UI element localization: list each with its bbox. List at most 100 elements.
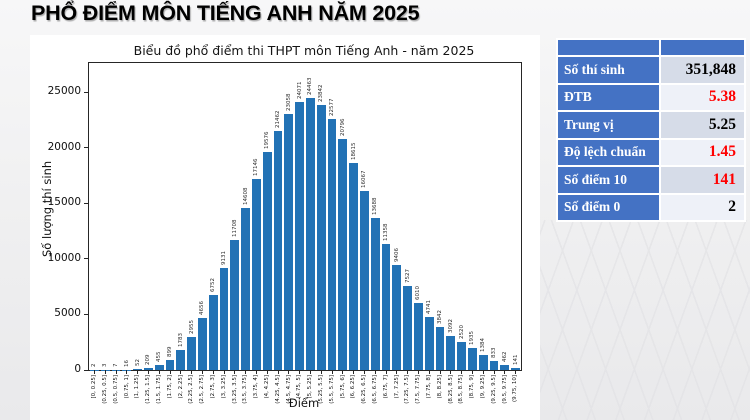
bar-value-label: 1935 — [469, 331, 476, 346]
bar — [295, 102, 304, 370]
y-axis-label: Số lượng thí sinh — [40, 160, 54, 257]
x-axis-label: Điểm — [288, 396, 320, 410]
bar — [230, 239, 240, 370]
bar-value-label: 9406 — [393, 248, 400, 263]
bar-value-label: 19576 — [264, 131, 271, 150]
bar-value-label: 2 — [91, 363, 98, 367]
bar-value-label: 462 — [501, 351, 508, 362]
bar-value-label: 1783 — [177, 333, 184, 348]
bar-value-label: 18615 — [350, 142, 357, 161]
bar — [154, 364, 164, 370]
bar — [165, 360, 175, 370]
stat-value: 1.45 — [661, 139, 744, 165]
bar — [284, 113, 294, 370]
bar-value-label: 7527 — [404, 269, 411, 284]
y-tick-mark — [84, 313, 88, 315]
x-tick-label: (4.75, 5] — [296, 375, 303, 399]
histogram-panel: Biểu đồ phổ điểm thi THPT môn Tiếng Anh … — [30, 35, 540, 420]
x-tick-mark — [115, 370, 117, 374]
bar — [435, 327, 445, 370]
stats-row: Độ lệch chuẩn 1.45 — [558, 139, 744, 165]
x-tick-mark — [439, 370, 441, 374]
bar — [446, 335, 456, 370]
bar-value-label: 833 — [491, 347, 497, 358]
x-tick-mark — [428, 370, 430, 374]
bar — [360, 191, 369, 370]
x-tick-mark — [471, 370, 473, 374]
page-title: PHỔ ĐIỂM MÔN TIẾNG ANH NĂM 2025 — [31, 1, 420, 25]
bar — [198, 318, 207, 370]
bar — [511, 368, 520, 370]
bar — [500, 364, 510, 370]
bar — [457, 341, 466, 370]
x-tick-label: (0.75, 1] — [123, 375, 130, 399]
bar — [100, 369, 110, 370]
x-tick-mark — [212, 370, 214, 374]
stat-value: 5.38 — [661, 84, 744, 110]
x-tick-label: (5.75, 6] — [339, 375, 346, 399]
x-tick-mark — [461, 370, 463, 374]
bar — [133, 369, 142, 370]
bar — [392, 265, 402, 370]
x-tick-mark — [223, 370, 225, 374]
x-tick-mark — [385, 370, 387, 374]
stat-label: Số điểm 10 — [558, 167, 659, 193]
x-tick-mark — [396, 370, 398, 374]
stat-label: Số điểm 0 — [558, 194, 659, 220]
bar — [111, 369, 121, 370]
x-tick-mark — [158, 370, 160, 374]
x-tick-label: (6.75, 7] — [382, 375, 389, 399]
x-tick-mark — [482, 370, 484, 374]
bar — [208, 294, 218, 370]
bar-value-label: 899 — [167, 346, 173, 358]
bar-value-label: 2955 — [188, 320, 195, 335]
bar-value-label: 24463 — [307, 77, 314, 95]
y-tick-mark — [84, 369, 88, 371]
bar-value-label: 24071 — [296, 81, 303, 100]
x-tick-mark — [255, 370, 257, 374]
y-tick-mark — [84, 258, 88, 260]
stats-row: Số thí sinh 351,848 — [558, 57, 744, 83]
x-tick-mark — [299, 370, 301, 374]
x-tick-label: (8.75, 9] — [469, 375, 476, 399]
x-tick-mark — [288, 370, 290, 374]
x-tick-mark — [504, 370, 506, 374]
x-tick-mark — [126, 370, 128, 374]
bar — [338, 138, 348, 370]
chart-title: Biểu đồ phổ điểm thi THPT môn Tiếng Anh … — [133, 43, 475, 58]
x-tick-mark — [191, 370, 193, 374]
stat-label: Độ lệch chuẩn — [558, 139, 659, 165]
y-tick-label: 10000 — [47, 251, 81, 264]
x-tick-label: (1, 1.25] — [134, 375, 141, 399]
bar-value-label: 4656 — [199, 301, 206, 316]
x-tick-mark — [201, 370, 203, 374]
plot-area: 0 5000 10000 15000 20000 25000 2 [0, 0.25] 3 (0.2… — [48, 62, 522, 404]
stats-row: Số điểm 10 141 — [558, 167, 744, 193]
x-tick-mark — [320, 370, 322, 374]
bar-value-label: 2520 — [458, 324, 465, 339]
bar-value-label: 21462 — [275, 110, 281, 129]
x-tick-mark — [137, 370, 139, 374]
bar — [90, 369, 99, 370]
bar-value-label: 23842 — [318, 84, 325, 102]
bar-value-label: 6010 — [415, 286, 422, 301]
bar-value-label: 209 — [145, 354, 152, 365]
bar — [187, 337, 196, 370]
bar — [252, 179, 261, 370]
bar-value-label: 4741 — [426, 300, 433, 315]
stats-header-cell — [558, 40, 659, 55]
bar-value-label: 9131 — [221, 251, 227, 266]
bar-value-label: 6752 — [210, 277, 217, 292]
bar-value-label: 455 — [156, 351, 163, 362]
x-tick-mark — [234, 370, 236, 374]
x-tick-label: (2, 2.25] — [177, 375, 184, 399]
bar-value-label: 16067 — [361, 170, 368, 189]
x-tick-mark — [515, 370, 517, 374]
stat-label: Trung vị — [558, 112, 659, 138]
bar — [219, 268, 229, 370]
y-tick-mark — [84, 91, 88, 93]
bar-value-label: 1384 — [480, 337, 487, 352]
bar — [370, 217, 380, 370]
x-tick-mark — [266, 370, 268, 374]
